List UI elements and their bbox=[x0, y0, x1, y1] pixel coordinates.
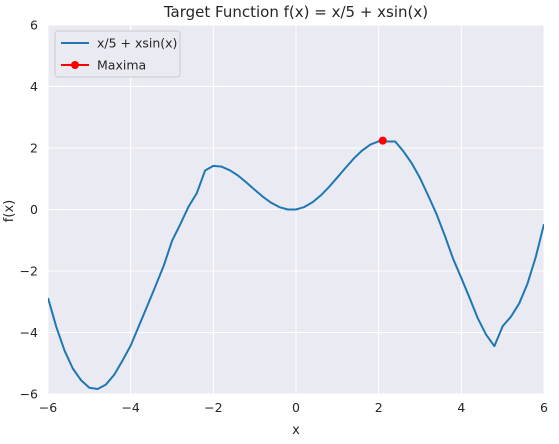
y-tick-label: −6 bbox=[20, 387, 38, 402]
series-layer bbox=[48, 136, 544, 390]
y-tick-label: 0 bbox=[30, 202, 38, 217]
chart-title: Target Function f(x) = x/5 + xsin(x) bbox=[163, 3, 428, 21]
y-tick-label: 4 bbox=[30, 79, 38, 94]
legend-marker bbox=[71, 61, 79, 69]
legend: x/5 + xsin(x) Maxima bbox=[54, 30, 181, 78]
x-tick-label: −4 bbox=[121, 400, 139, 415]
y-tick-label: −4 bbox=[20, 325, 38, 340]
maxima-point bbox=[378, 136, 387, 145]
x-tick-label: 0 bbox=[292, 400, 300, 415]
y-tick-label: 6 bbox=[30, 18, 38, 33]
series-line bbox=[48, 140, 544, 390]
x-tick-label: −6 bbox=[39, 400, 57, 415]
x-tick-label: 2 bbox=[375, 400, 383, 415]
legend-label: x/5 + xsin(x) bbox=[97, 36, 177, 51]
x-tick-label: 6 bbox=[540, 400, 548, 415]
x-tick-label: 4 bbox=[457, 400, 465, 415]
y-axis-label: f(x) bbox=[2, 200, 17, 222]
legend-label: Maxima bbox=[97, 58, 146, 73]
y-tick-label: 2 bbox=[30, 141, 38, 156]
x-axis-label: x bbox=[292, 423, 300, 438]
tick-labels: −6 −4 −2 0 2 4 6 −6 −4 −2 0 2 4 6 bbox=[20, 18, 548, 416]
x-tick-label: −2 bbox=[204, 400, 222, 415]
y-tick-label: −2 bbox=[20, 264, 38, 279]
